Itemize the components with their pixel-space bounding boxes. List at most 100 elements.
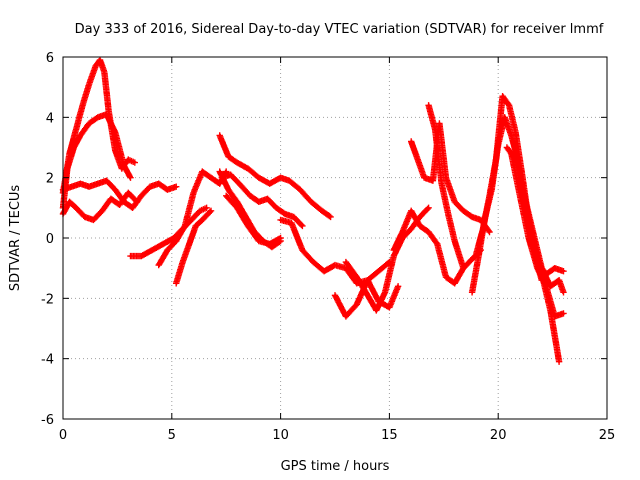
data-point [344, 260, 348, 264]
data-point [301, 224, 304, 228]
data-point [235, 200, 239, 203]
data-point [181, 260, 184, 264]
data-point [510, 134, 513, 137]
data-point [562, 269, 565, 273]
data-point [96, 182, 100, 185]
data-point [166, 188, 169, 191]
data-point [151, 248, 154, 252]
data-point-markers [390, 207, 484, 287]
data-point [127, 158, 130, 161]
y-tick-label: -4 [41, 353, 54, 368]
data-point [79, 182, 82, 185]
data-point [562, 291, 565, 294]
data-point [383, 291, 387, 294]
data-point [127, 191, 130, 194]
data-point [218, 134, 221, 137]
data-point [409, 209, 413, 213]
data-point [87, 122, 91, 125]
data-point [192, 191, 195, 194]
data-point [431, 179, 435, 182]
data-point [105, 113, 108, 116]
data-point [503, 116, 506, 119]
data-point [209, 176, 213, 179]
data-point [227, 155, 230, 158]
y-tick-label: 2 [46, 172, 54, 187]
x-tick-label: 25 [599, 428, 616, 443]
data-point [81, 104, 84, 107]
data-point [248, 194, 252, 197]
data-point [409, 227, 413, 231]
data-point [129, 176, 132, 179]
data-point [235, 161, 239, 164]
data-point [209, 209, 213, 213]
data-point [66, 167, 69, 170]
data-point [140, 194, 143, 197]
data-point [135, 200, 139, 203]
data-point [518, 176, 522, 179]
data-point [514, 131, 517, 134]
data-point [418, 224, 422, 228]
data-point [109, 197, 113, 200]
data-point [83, 215, 86, 219]
data-series [390, 207, 484, 287]
data-point [218, 182, 221, 185]
data-point [114, 149, 117, 152]
data-point [96, 116, 100, 119]
data-point [477, 254, 480, 258]
x-tick-label: 5 [168, 428, 176, 443]
data-point [74, 128, 78, 131]
data-point [174, 239, 178, 243]
data-point [355, 303, 358, 306]
data-point [292, 215, 295, 219]
data-point [298, 188, 302, 191]
data-point [275, 206, 278, 210]
data-point [225, 170, 228, 173]
data-point [440, 182, 443, 185]
data-point [444, 276, 448, 279]
data-point [553, 315, 556, 318]
data-point [279, 218, 282, 222]
grid [63, 57, 607, 419]
data-point [392, 254, 395, 258]
data-series [516, 174, 567, 278]
data-point [309, 200, 313, 203]
y-tick-label: 0 [46, 232, 54, 247]
data-point [118, 203, 121, 207]
data-point [557, 360, 561, 363]
chart-title: Day 333 of 2016, Sidereal Day-to-day VTE… [75, 22, 604, 37]
data-point [544, 273, 548, 276]
data-point [131, 206, 134, 210]
data-point [220, 176, 224, 179]
data-point [527, 224, 530, 228]
data-point [536, 260, 539, 264]
data-point [201, 218, 204, 222]
data-point [68, 200, 71, 203]
data-point [100, 209, 104, 213]
data-point [490, 188, 493, 191]
data-point [229, 173, 232, 176]
data-series [155, 168, 230, 269]
data-point [72, 146, 76, 149]
data-point [333, 294, 337, 297]
data-point [87, 82, 91, 86]
data-point [483, 215, 487, 219]
y-tick-label: 6 [46, 51, 54, 66]
data-series [216, 132, 334, 221]
data-point [377, 269, 380, 273]
data-point [416, 158, 419, 161]
data-point [105, 179, 108, 182]
data-series [223, 192, 284, 248]
data-point [201, 170, 204, 173]
data-point [453, 239, 456, 243]
data-series [508, 150, 567, 320]
data-point [312, 260, 315, 264]
data-point [166, 248, 169, 252]
data-point [366, 279, 369, 282]
data-point [103, 70, 106, 74]
data-point [427, 104, 430, 107]
data-point [188, 242, 191, 246]
data-point [157, 263, 160, 267]
x-tick-label: 10 [272, 428, 289, 443]
data-point [218, 170, 221, 173]
data-point [355, 276, 358, 279]
